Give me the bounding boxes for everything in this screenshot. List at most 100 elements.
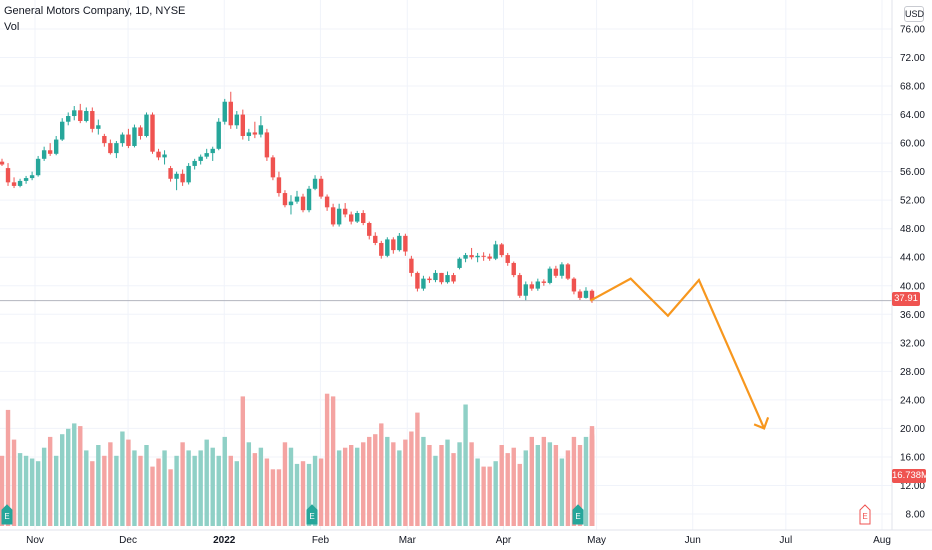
- candle-body: [445, 275, 450, 283]
- candle-body: [90, 111, 95, 129]
- volume-bar: [541, 436, 547, 526]
- volume-bar: [41, 447, 47, 526]
- candle-body: [385, 239, 390, 256]
- candle-body: [204, 153, 209, 157]
- candle-body: [96, 125, 101, 129]
- volume-bar: [0, 455, 5, 526]
- candle-body: [47, 150, 53, 154]
- volume-bar: [565, 450, 571, 526]
- volume-bar: [463, 404, 468, 526]
- candle-body: [373, 235, 378, 243]
- volume-bar: [240, 396, 246, 526]
- volume-bar: [403, 439, 408, 526]
- price-tick-label: 20.00: [900, 424, 925, 435]
- volume-bar: [306, 463, 312, 526]
- volume-bar: [162, 450, 167, 526]
- candle-body: [72, 110, 77, 117]
- price-tick-label: 76.00: [900, 25, 925, 36]
- candle-body: [5, 168, 11, 183]
- volume-bar: [270, 469, 276, 526]
- volume-bar: [583, 436, 589, 526]
- candle-body: [222, 101, 227, 122]
- volume-bar: [120, 431, 125, 526]
- candle-body: [168, 168, 173, 179]
- volume-bar: [493, 461, 498, 526]
- candle-body: [415, 272, 420, 289]
- candle-body: [493, 244, 498, 259]
- candle-body: [264, 132, 270, 158]
- time-axis[interactable]: Nov Dec 2022 Feb Mar Apr May Jun Jul Aug: [26, 535, 891, 546]
- volume-bar: [415, 412, 420, 526]
- candle-body: [469, 255, 474, 258]
- volume-bar: [571, 436, 577, 526]
- price-tick-label: 8.00: [906, 510, 926, 521]
- price-tick-label: 40.00: [900, 281, 925, 292]
- candle-body: [421, 278, 426, 289]
- volume-bar: [336, 450, 342, 526]
- volume-bar: [318, 458, 324, 526]
- time-tick-label: Feb: [312, 535, 330, 546]
- volume-bar: [90, 461, 95, 526]
- volume-bar: [511, 447, 516, 526]
- volume-bar: [577, 445, 583, 526]
- price-tick-label: 60.00: [900, 139, 925, 150]
- volume-bar: [276, 469, 282, 526]
- volume-bar: [246, 442, 252, 526]
- candle-body: [23, 178, 29, 181]
- volume-indicator-label[interactable]: Vol: [4, 21, 20, 33]
- symbol-title[interactable]: General Motors Company, 1D, NYSE: [4, 5, 186, 17]
- candle-body: [300, 196, 306, 211]
- volume-bar: [23, 455, 29, 526]
- price-axis[interactable]: 76.00 72.00 68.00 64.00 60.00 56.00 52.00 48.00…: [900, 25, 925, 521]
- volume-bar: [156, 458, 161, 526]
- volume-bar: [312, 455, 318, 526]
- currency-label[interactable]: USD: [904, 6, 924, 22]
- volume-bar: [457, 442, 462, 526]
- projection-arrow[interactable]: [589, 277, 770, 430]
- candle-body: [348, 214, 354, 222]
- price-tick-label: 36.00: [900, 310, 925, 321]
- earnings-marker-label: E: [862, 512, 867, 521]
- volume-bar: [96, 445, 101, 526]
- earnings-marker-label: E: [4, 512, 9, 521]
- price-tick-label: 16.00: [900, 452, 925, 463]
- volume-bar: [168, 469, 173, 526]
- time-tick-label: Mar: [399, 535, 417, 546]
- candle-body: [156, 151, 161, 158]
- candlestick-series: [0, 91, 595, 303]
- volume-bar: [78, 426, 83, 526]
- candle-body: [246, 132, 252, 136]
- candle-body: [523, 284, 528, 296]
- candle-body: [174, 173, 179, 179]
- volume-bar: [138, 455, 143, 526]
- volume-bar: [198, 450, 203, 526]
- candle-body: [499, 244, 504, 256]
- candle-body: [144, 114, 149, 136]
- volume-bar: [535, 445, 541, 526]
- volume-bar: [216, 455, 221, 526]
- volume-bar: [517, 463, 522, 526]
- candle-body: [234, 114, 239, 126]
- candle-body: [288, 201, 294, 206]
- volume-bar: [234, 461, 239, 526]
- volume-bar: [17, 453, 23, 526]
- candle-body: [589, 290, 595, 301]
- candle-body: [403, 235, 408, 252]
- candle-body: [367, 223, 372, 236]
- earnings-marker-label: E: [575, 512, 580, 521]
- price-tick-label: 68.00: [900, 82, 925, 93]
- candle-body: [180, 173, 185, 183]
- volume-bar: [553, 445, 559, 526]
- volume-bar: [144, 445, 149, 526]
- candle-body: [433, 272, 438, 281]
- volume-bar: [47, 436, 53, 526]
- candle-body: [355, 213, 360, 222]
- price-tick-label: 12.00: [900, 481, 925, 492]
- candle-body: [120, 134, 125, 144]
- volume-bar: [258, 447, 264, 526]
- candle-body: [547, 268, 553, 283]
- volume-bar: [529, 436, 534, 526]
- volume-bar: [210, 447, 215, 526]
